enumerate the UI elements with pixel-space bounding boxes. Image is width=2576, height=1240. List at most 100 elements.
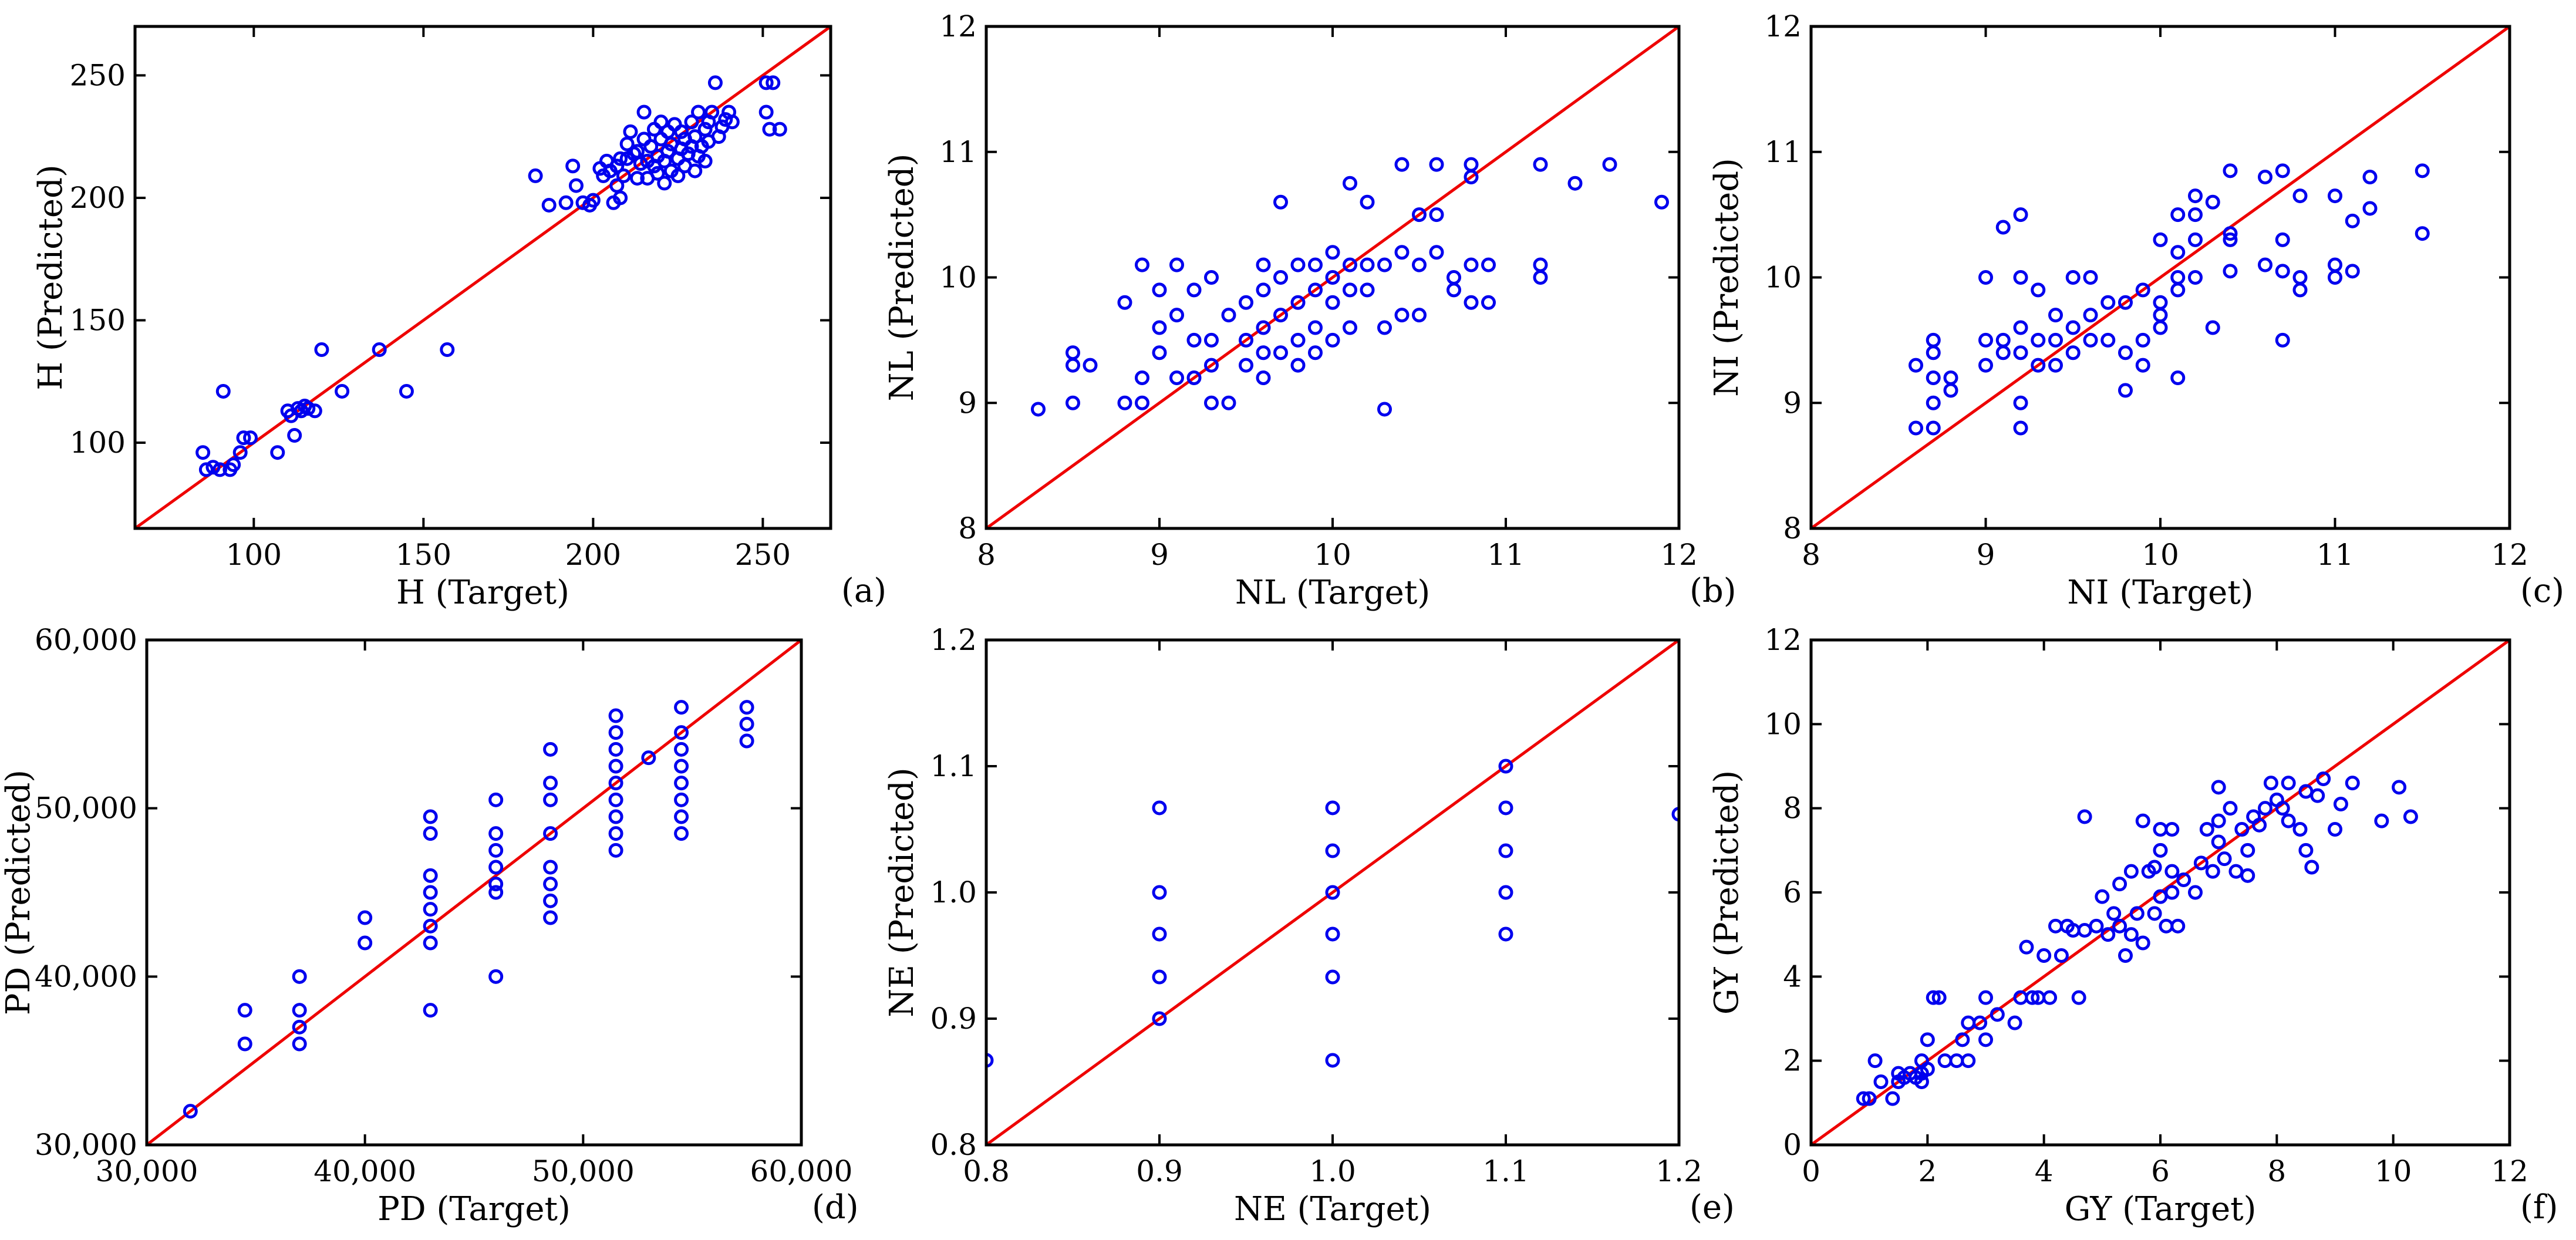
scatter-point	[608, 843, 623, 858]
scatter-points	[1856, 771, 2418, 1106]
scatter-point	[358, 935, 373, 951]
y-tick-label: 1.1	[930, 749, 977, 783]
scatter-point	[2118, 383, 2133, 398]
scatter-point	[1273, 270, 1288, 285]
scatter-point	[1978, 1032, 1993, 1047]
scatter-point	[623, 124, 638, 139]
scatter-point	[292, 1003, 307, 1018]
y-tick-label: 0	[1783, 1128, 1802, 1162]
scatter-point	[2345, 213, 2360, 228]
scatter-point	[1943, 383, 1958, 398]
scatter-point	[2328, 822, 2342, 837]
x-tick-label: 8	[1802, 538, 1820, 572]
scatter-point	[1360, 194, 1375, 210]
scatter-point	[2123, 864, 2139, 879]
scatter-point	[488, 860, 504, 875]
x-axis-label: NI (Target)	[2067, 574, 2253, 612]
scatter-point	[488, 877, 504, 892]
scatter-point	[2298, 843, 2314, 858]
scatter-point	[1978, 270, 1993, 285]
scatter-point	[2123, 927, 2139, 942]
scatter-points	[986, 759, 1679, 1068]
scatter-point	[2292, 822, 2308, 837]
scatter-point	[1429, 245, 1444, 260]
scatter-point	[1325, 332, 1340, 348]
y-tick-label: 12	[939, 9, 977, 43]
scatter-point	[1152, 345, 1167, 360]
scatter-point	[2292, 188, 2308, 204]
scatter-point	[2147, 906, 2162, 921]
x-tick-label: 1.0	[1309, 1154, 1356, 1188]
scatter-point	[1066, 345, 1080, 360]
y-tick-label: 0.8	[930, 1128, 977, 1162]
scatter-point	[2223, 226, 2238, 241]
scatter-point	[609, 159, 625, 174]
y-tick-label: 8	[1783, 791, 1802, 825]
scatter-point	[2013, 207, 2028, 223]
scatter-point	[650, 166, 665, 181]
scatter-point	[2328, 257, 2342, 272]
scatter-point	[1926, 345, 1941, 360]
scatter-point	[2065, 270, 2081, 285]
scatter-point	[691, 105, 706, 120]
x-tick-label: 11	[1487, 538, 1525, 572]
scatter-point	[301, 401, 316, 416]
panel-f: 0 2 4 6 8 10 12 0 2 4 6 8 10 12 GY (Target) GY (Predict…	[1708, 623, 2558, 1228]
scatter-point	[707, 75, 723, 90]
scatter-point	[1920, 1032, 1935, 1047]
scatter-point	[2205, 864, 2220, 879]
scatter-point	[528, 168, 543, 183]
scatter-point	[704, 105, 720, 120]
y-axis-label: NL (Predicted)	[883, 154, 921, 402]
scatter-point	[1325, 245, 1340, 260]
scatter-point	[1273, 345, 1288, 360]
x-tick-label: 60,000	[750, 1154, 853, 1188]
scatter-point	[2170, 207, 2186, 223]
scatter-point	[1464, 257, 1479, 272]
x-tick-label: 200	[565, 538, 621, 572]
scatter-point	[1394, 157, 1410, 172]
scatter-point	[986, 1053, 994, 1068]
scatter-point	[660, 144, 676, 159]
scatter-point	[633, 156, 648, 171]
scatter-point	[1920, 1062, 1935, 1077]
x-tick-label: 0.9	[1136, 1154, 1183, 1188]
scatter-point	[335, 383, 350, 399]
scatter-point	[1290, 332, 1306, 348]
scatter-point	[2112, 918, 2127, 934]
scatter-point	[2153, 308, 2168, 323]
scatter-point	[543, 877, 558, 892]
scatter-point	[657, 176, 672, 191]
scatter-point	[2176, 872, 2191, 887]
y-tick-label: 10	[939, 261, 977, 295]
scatter-point	[766, 75, 781, 90]
scatter-point	[2170, 918, 2186, 934]
scatter-point	[1481, 295, 1496, 310]
scatter-point	[2164, 822, 2180, 837]
x-axis-label: PD (Target)	[377, 1190, 571, 1228]
scatter-point	[1256, 370, 1271, 385]
y-tick-label: 4	[1783, 959, 1802, 993]
scatter-point	[1169, 257, 1184, 272]
scatter-point	[2345, 776, 2360, 791]
scatter-point	[307, 403, 322, 419]
scatter-point	[718, 112, 733, 127]
scatter-point	[674, 792, 689, 807]
scatter-point	[1867, 1053, 1883, 1069]
scatter-point	[237, 1003, 252, 1018]
scatter-point	[2118, 345, 2133, 360]
scatter-point	[205, 460, 221, 475]
scatter-point	[2292, 270, 2308, 285]
scatter-point	[2013, 320, 2028, 335]
scatter-point	[198, 462, 214, 477]
scatter-point	[1239, 358, 1253, 373]
scatter-point	[2013, 395, 2028, 410]
scatter-point	[608, 759, 623, 774]
scatter-point	[565, 159, 581, 174]
panel-a: 100 150 200 250 100 150 200 250 H (Target) H (Pre…	[32, 25, 886, 612]
scatter-point	[488, 885, 504, 900]
x-tick-label: 250	[735, 538, 791, 572]
scatter-point	[2065, 320, 2081, 335]
scatter-point	[2031, 282, 2046, 298]
